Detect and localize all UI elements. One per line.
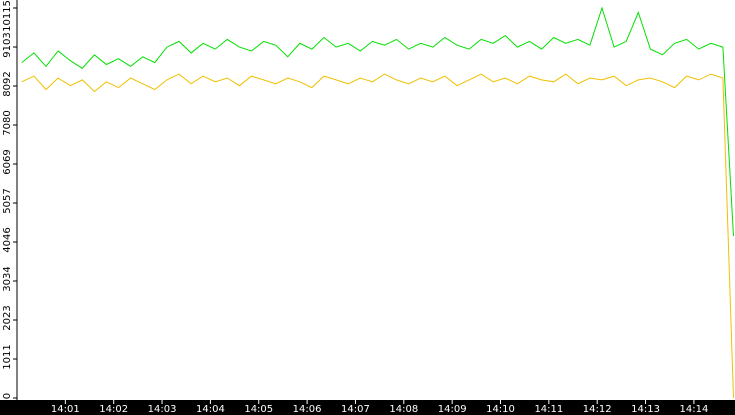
series-line [21,6,734,237]
series-line [21,73,734,399]
x-tick-label: 14:09 [438,404,467,415]
x-tick-label: 14:04 [196,404,225,415]
x-tick-label: 14:07 [341,404,370,415]
y-tick-label: 5057 [2,188,13,213]
x-tick-label: 14:03 [148,404,177,415]
y-tick-label: 8092 [2,71,13,96]
x-tick-label: 14:05 [244,404,273,415]
y-tick-label: 9103 [2,32,13,57]
x-tick-label: 14:06 [293,404,322,415]
x-tick-label: 14:02 [99,404,128,415]
y-tick-label: 2023 [2,305,13,330]
x-tick-label: 14:08 [389,404,418,415]
y-tick-label: 1011 [2,344,13,369]
x-tick-label: 14:10 [486,404,515,415]
y-tick-label: 10115 [2,0,13,32]
x-tick-label: 14:13 [631,404,660,415]
x-tick-label: 14:14 [679,404,708,415]
y-tick-label: 6069 [2,149,13,174]
x-axis-band [0,400,735,415]
y-tick-label: 4046 [2,227,13,252]
x-tick-label: 14:12 [583,404,612,415]
y-tick-label: 0 [2,393,13,399]
y-tick-label: 3034 [2,266,13,291]
x-tick-label: 14:01 [51,404,80,415]
y-tick-label: 7080 [2,110,13,135]
x-tick-label: 14:11 [534,404,563,415]
